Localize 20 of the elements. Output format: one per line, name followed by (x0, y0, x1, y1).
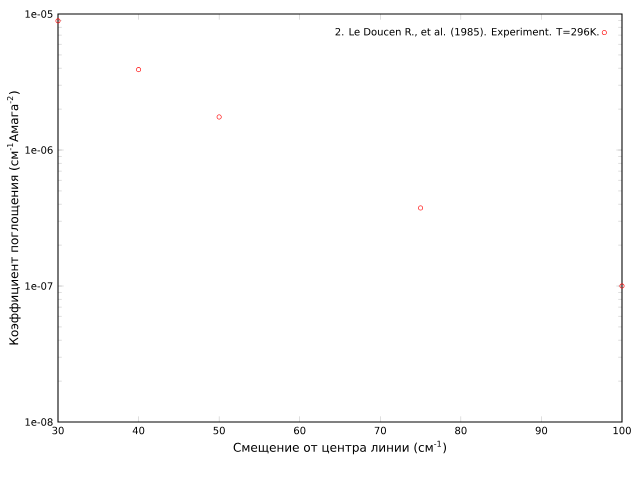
legend-label: 2. Le Doucen R., et al. (1985). Experiment. T=296K. (336, 28, 598, 38)
point (216, 114, 222, 120)
y-tick-label: 1e-08 (26, 418, 53, 426)
x-tick-label: 50 (214, 426, 225, 434)
x-tick-label: 100 (614, 426, 631, 434)
x-axis-title: Смещение от центра линии (см$^{-1}$) (234, 440, 446, 454)
x-tick-label: 70 (374, 426, 386, 434)
x-tick-label: 40 (132, 426, 144, 434)
x-tick-label: 80 (455, 426, 467, 434)
y-tick-label: 1e-06 (26, 146, 53, 154)
y-tick-label: 1e-05 (26, 10, 52, 18)
x-tick-label: 30 (52, 426, 64, 434)
point (418, 205, 424, 210)
x-tick-label: 60 (294, 426, 306, 434)
x-tick-label: 90 (536, 426, 548, 434)
point (56, 18, 60, 24)
y-axis-title: Коэффициент поглощения (см$^{-1}$Амага$^{-2}$) (7, 91, 21, 344)
point (620, 284, 624, 288)
y-tick-label: 1e-07 (26, 282, 52, 290)
point (136, 67, 142, 72)
